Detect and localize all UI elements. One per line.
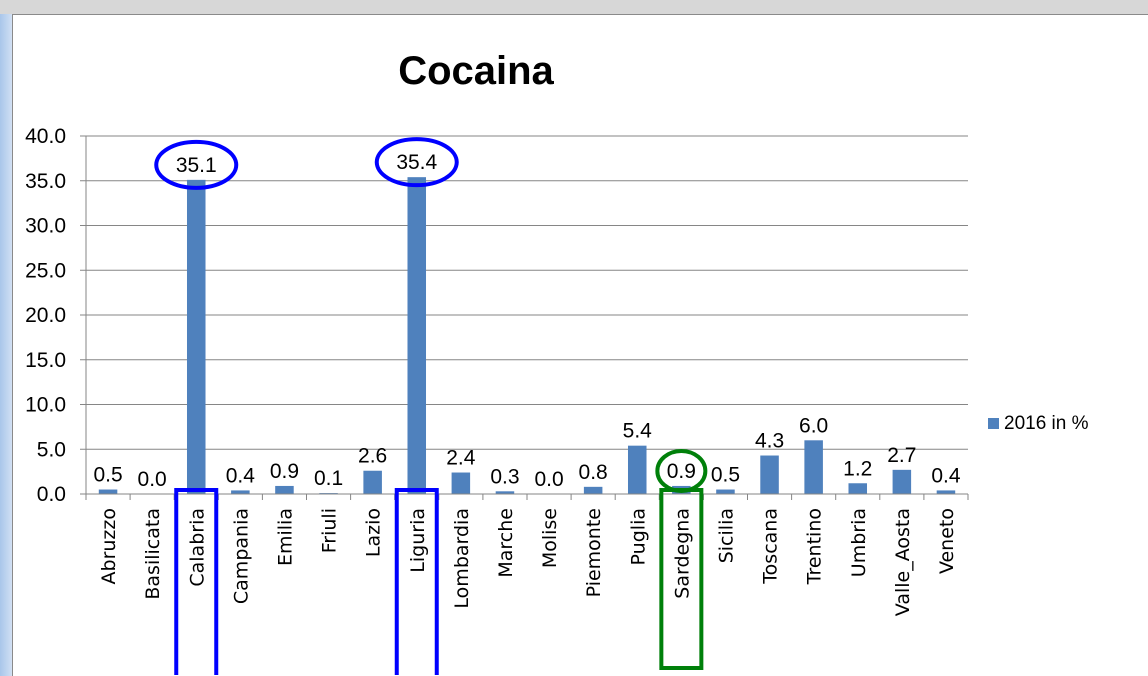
bar-emilia [275,485,294,494]
bar-calabria [186,179,206,495]
data-label-trentino: 6.0 [799,414,828,437]
bar-puglia [627,445,647,494]
bars [98,177,956,495]
x-tick-label-lazio: Lazio [363,508,385,557]
x-tick-label-veneto: Veneto [936,508,958,574]
bar-umbria [848,483,868,494]
y-tick-label-4: 20.0 [25,304,66,327]
x-tick-label-basilicata: Basilicata [142,508,164,600]
y-tick-label-0: 0.0 [37,483,66,506]
y-axis: 0.0 5.0 10.0 15.0 20.0 25.0 30.0 35.0 40.0 [25,125,87,506]
data-label-campania: 0.4 [226,464,256,487]
x-axis: Abruzzo Basilicata Calabria Campania Emilia F… [85,493,969,616]
data-label-liguria: 35.4 [396,151,437,174]
legend-label: 2016 in % [1004,413,1089,434]
y-tick-label-3: 15.0 [25,349,66,372]
data-labels: 0.5 0.0 35.1 0.4 0.9 0.1 2.6 35.4 2.4 0.3 0.0 0.8 5.… [93,151,960,491]
y-tick-label-6: 30.0 [25,215,66,238]
x-tick-label-puglia: Puglia [627,508,649,565]
bar-lazio [363,470,382,494]
x-tick-label-toscana: Toscana [760,508,782,585]
x-tick-label-sicilia: Sicilia [715,508,737,563]
data-label-calabria: 35.1 [176,154,217,177]
x-tick-label-valle_aosta: Valle_Aosta [892,508,914,616]
x-tick-label-friuli: Friuli [319,508,341,553]
bar-trentino [804,440,823,494]
data-label-emilia: 0.9 [270,460,299,483]
data-label-sicilia: 0.5 [711,464,740,487]
data-label-puglia: 5.4 [623,420,653,443]
annotation-ellipse-calabria [154,139,239,190]
x-tick-label-trentino: Trentino [804,508,826,585]
x-tick-label-umbria: Umbria [848,508,870,577]
data-label-abruzzo: 0.5 [93,464,122,487]
bar-sicilia [716,489,735,494]
y-tick-label-7: 35.0 [25,170,66,193]
legend: 2016 in % [988,413,1089,434]
bar-abruzzo [98,489,118,494]
x-tick-label-campania: Campania [230,508,252,604]
x-tick-label-molise: Molise [539,508,561,568]
x-tick-label-liguria: Liguria [407,508,429,573]
data-label-basilicata: 0.0 [138,468,167,491]
data-label-valle_aosta: 2.7 [887,444,916,467]
chart-title: Cocaina [398,49,554,93]
annotation-box-sardegna [659,488,704,670]
data-label-lombardia: 2.4 [446,447,476,470]
y-tick-label-5: 25.0 [25,259,66,282]
data-label-veneto: 0.4 [931,464,961,487]
x-tick-label-abruzzo: Abruzzo [98,508,120,584]
data-label-toscana: 4.3 [755,430,784,453]
annotation-box-calabria [174,488,219,675]
legend-swatch [988,418,999,429]
bar-veneto [936,490,956,494]
x-tick-label-marche: Marche [495,508,517,578]
bar-piemonte [583,486,603,494]
data-label-lazio: 2.6 [358,445,387,468]
annotation-box-liguria [394,488,439,675]
x-tick-label-piemonte: Piemonte [583,508,605,597]
data-label-marche: 0.3 [490,465,519,488]
y-tick-label-2: 10.0 [25,394,66,417]
x-tick-label-sardegna: Sardegna [671,508,693,599]
bar-toscana [760,455,779,494]
data-label-sardegna: 0.9 [667,460,696,483]
bar-valle_aosta [892,469,912,494]
annotations [154,137,708,675]
data-label-friuli: 0.1 [314,467,343,490]
bar-campania [231,490,250,494]
data-label-molise: 0.0 [534,468,563,491]
annotation-ellipse-liguria [374,137,459,188]
window-top-strip [0,0,1148,14]
y-tick-label-1: 5.0 [37,438,66,461]
grid-lines [86,135,968,495]
bar-lombardia [451,472,471,494]
x-tick-label-lombardia: Lombardia [451,508,473,609]
bar-liguria [407,177,427,495]
data-label-umbria: 1.2 [843,457,872,480]
bar-marche [495,491,515,494]
x-tick-label-emilia: Emilia [274,508,296,566]
y-tick-label-8: 40.0 [25,125,66,148]
data-label-piemonte: 0.8 [579,461,608,484]
x-tick-label-calabria: Calabria [186,508,208,587]
